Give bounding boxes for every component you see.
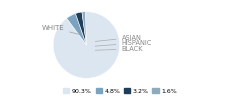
- Text: WHITE: WHITE: [42, 25, 79, 34]
- Text: ASIAN: ASIAN: [95, 35, 141, 41]
- Legend: 90.3%, 4.8%, 3.2%, 1.6%: 90.3%, 4.8%, 3.2%, 1.6%: [63, 88, 177, 94]
- Wedge shape: [75, 12, 86, 45]
- Wedge shape: [66, 14, 86, 45]
- Text: BLACK: BLACK: [95, 46, 143, 52]
- Wedge shape: [82, 12, 86, 45]
- Text: HISPANIC: HISPANIC: [95, 40, 152, 46]
- Wedge shape: [53, 12, 120, 78]
